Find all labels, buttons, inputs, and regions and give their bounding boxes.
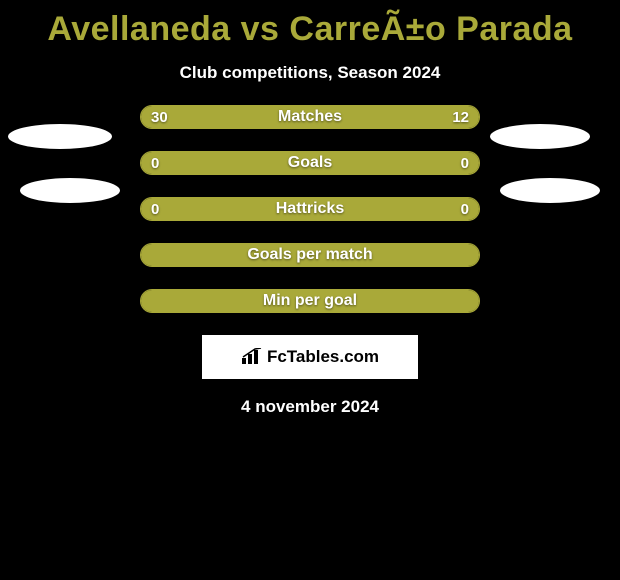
stat-value-left: 30 <box>141 106 178 128</box>
fctables-logo[interactable]: FcTables.com <box>202 335 418 379</box>
stat-row: 3012Matches <box>140 105 480 129</box>
stat-row: Goals per match <box>140 243 480 267</box>
stat-value-right: 0 <box>451 198 479 220</box>
stat-fill-left <box>141 152 479 174</box>
page-title: Avellaneda vs CarreÃ±o Parada <box>0 0 620 49</box>
stat-row: 00Goals <box>140 151 480 175</box>
date-text: 4 november 2024 <box>0 397 620 417</box>
shape-blob-mid-left <box>20 178 120 203</box>
stat-value-left: 0 <box>141 198 169 220</box>
stat-row: Min per goal <box>140 289 480 313</box>
shape-blob-top-right <box>490 124 590 149</box>
stat-value-left: 0 <box>141 152 169 174</box>
stat-value-right: 12 <box>442 106 479 128</box>
shape-blob-mid-right <box>500 178 600 203</box>
stat-row: 00Hattricks <box>140 197 480 221</box>
stat-fill-left <box>141 244 479 266</box>
stat-value-right: 0 <box>451 152 479 174</box>
bar-chart-icon <box>241 348 263 366</box>
shape-blob-top-left <box>8 124 112 149</box>
stat-fill-left <box>141 290 479 312</box>
page-subtitle: Club competitions, Season 2024 <box>0 63 620 83</box>
stat-fill-left <box>141 198 479 220</box>
fctables-logo-text: FcTables.com <box>267 347 379 367</box>
